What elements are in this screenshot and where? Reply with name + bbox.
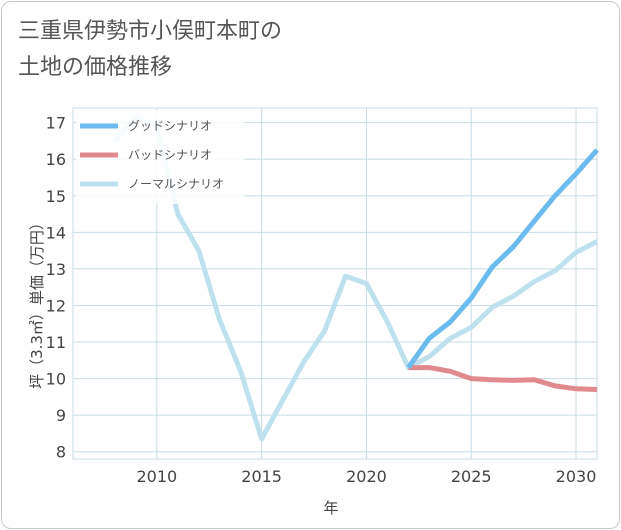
x-tick-label: 2025 bbox=[451, 467, 492, 486]
chart-title-line-2: 土地の価格推移 bbox=[18, 55, 173, 80]
tick-layer: 8 9 10 11 12 13 14 15 16 17 2010 2015 2020 2025 2030 bbox=[46, 114, 597, 486]
y-tick-label: 8 bbox=[56, 443, 66, 462]
series-line-0 bbox=[406, 148, 599, 370]
y-tick-label: 14 bbox=[46, 223, 66, 242]
legend-label-2: ノーマルシナリオ bbox=[128, 177, 224, 191]
y-tick-label: 17 bbox=[46, 114, 66, 133]
y-tick-label: 12 bbox=[46, 296, 66, 315]
x-axis-label: 年 bbox=[323, 499, 338, 517]
y-tick-label: 13 bbox=[46, 260, 66, 279]
y-tick-label: 11 bbox=[46, 333, 66, 352]
y-tick-label: 16 bbox=[46, 150, 66, 169]
legend-label-0: グッドシナリオ bbox=[128, 119, 212, 133]
x-tick-label: 2020 bbox=[346, 467, 387, 486]
y-tick-label: 10 bbox=[46, 370, 66, 389]
x-tick-label: 2030 bbox=[556, 467, 597, 486]
series-line-2 bbox=[113, 114, 599, 442]
chart-title-line-1: 三重県伊勢市小俣町本町の bbox=[18, 19, 283, 44]
chart-title: 三重県伊勢市小俣町本町の 土地の価格推移 bbox=[18, 14, 282, 86]
y-tick-label: 15 bbox=[46, 187, 66, 206]
x-tick-label: 2010 bbox=[136, 467, 177, 486]
legend-label-1: バッドシナリオ bbox=[128, 148, 212, 162]
series-line-1 bbox=[408, 365, 598, 392]
series-layer bbox=[113, 114, 599, 442]
y-tick-label: 9 bbox=[56, 406, 66, 425]
x-tick-label: 2015 bbox=[241, 467, 282, 486]
y-axis-label: 坪（3.3㎡）単価（万円） bbox=[28, 215, 46, 389]
plot-frame bbox=[72, 107, 598, 460]
